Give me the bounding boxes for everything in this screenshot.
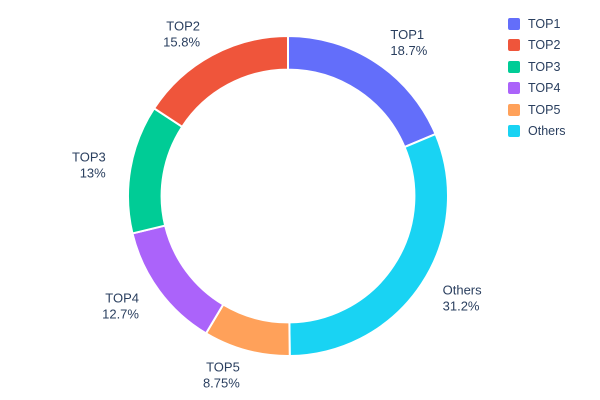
slice-label-top1: TOP1 18.7% <box>390 27 427 58</box>
slice-label-others: Others 31.2% <box>443 283 483 314</box>
legend-label-top2: TOP2 <box>528 38 561 52</box>
slice-label-top2: TOP2 15.8% <box>163 18 200 49</box>
legend-swatch-top4 <box>508 82 520 94</box>
pie-slice-others[interactable] <box>288 132 449 358</box>
legend-label-top1: TOP1 <box>528 16 561 31</box>
legend: TOP1 TOP2 TOP3 TOP4 TOP5 Others <box>508 16 566 145</box>
legend-label-top5: TOP5 <box>528 102 561 117</box>
legend-item-top1[interactable]: TOP1 <box>508 16 566 31</box>
legend-swatch-top1 <box>508 17 520 30</box>
pie-slice-top4[interactable] <box>131 224 225 335</box>
legend-item-others[interactable]: Others <box>508 124 566 139</box>
legend-swatch-top3 <box>508 60 520 73</box>
legend-label-top3: TOP3 <box>528 59 561 74</box>
legend-swatch-top2 <box>508 39 520 51</box>
pie-slice-top2[interactable] <box>152 34 289 129</box>
legend-item-top4[interactable]: TOP4 <box>508 81 566 96</box>
legend-item-top5[interactable]: TOP5 <box>508 102 566 117</box>
legend-swatch-others <box>508 125 520 137</box>
legend-swatch-top5 <box>508 103 520 116</box>
slice-label-top4: TOP4 12.7% <box>102 291 139 322</box>
legend-item-top3[interactable]: TOP3 <box>508 59 566 74</box>
pie-slice-top3[interactable] <box>127 106 184 235</box>
slice-label-top5: TOP5 8.75% <box>203 360 240 391</box>
legend-label-others: Others <box>528 124 566 138</box>
legend-item-top2[interactable]: TOP2 <box>508 38 566 53</box>
slice-label-top3: TOP3 13% <box>72 149 106 180</box>
legend-label-top4: TOP4 <box>528 81 561 95</box>
